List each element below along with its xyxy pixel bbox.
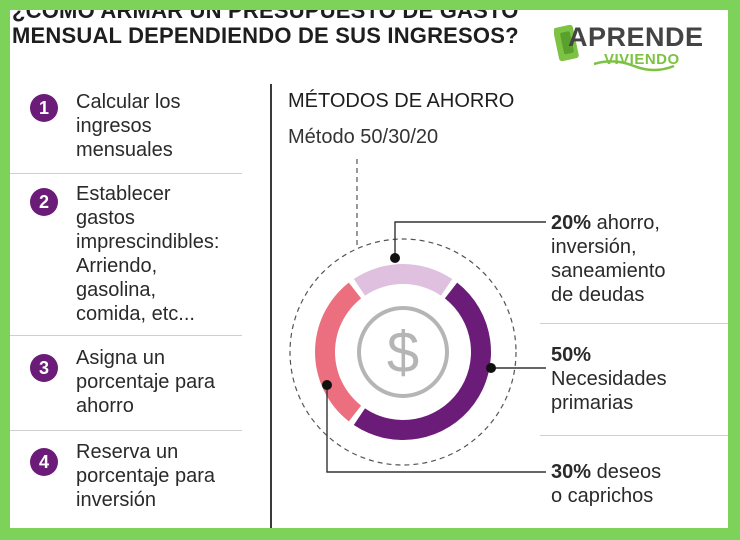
step-line: Asigna un xyxy=(76,347,165,369)
legend-label: de deudas xyxy=(551,284,645,306)
money-leaf-icon xyxy=(554,24,675,72)
connector-deseos xyxy=(326,385,546,473)
method-name: Método 50/30/20 xyxy=(288,126,439,148)
legend-label: o caprichos xyxy=(551,485,654,507)
step-divider xyxy=(10,430,242,431)
brand-logo: APRENDE VIVIENDO xyxy=(554,20,704,76)
step-number-badge: 4 xyxy=(30,448,58,476)
dollar-symbol: $ xyxy=(387,320,419,385)
donut-slice xyxy=(353,264,453,296)
step-line: ahorro xyxy=(76,395,134,417)
step-text: Calcular los ingresos mensuales xyxy=(76,90,180,162)
legend-item-ahorro: 20% ahorro, inversión, saneamiento de de… xyxy=(551,211,666,307)
legend-pct: 30% xyxy=(551,461,592,483)
legend-label: Necesidades xyxy=(551,368,667,390)
dollar-icon xyxy=(357,306,449,398)
infographic-frame: ¿CÓMO ARMAR UN PRESUPUESTO DE GASTO MENS… xyxy=(10,10,728,528)
legend-label: primarias xyxy=(551,392,634,414)
step-line: Arriendo, xyxy=(76,255,158,277)
step-text: Establecer gastos imprescindibles: Arrie… xyxy=(76,182,219,326)
step-line: Reserva un xyxy=(76,441,179,463)
step-line: gastos xyxy=(76,207,135,229)
dashed-guide-ring xyxy=(289,238,517,466)
step-text: Reserva un porcentaje para inversión xyxy=(76,440,215,512)
legend-divider xyxy=(540,435,728,436)
step-divider xyxy=(10,173,242,174)
logo-text-viviendo: VIVIENDO xyxy=(604,51,680,68)
legend-item-deseos: 30% deseos o caprichos xyxy=(551,460,661,508)
page-title-line-1: ¿CÓMO ARMAR UN PRESUPUESTO DE GASTO xyxy=(12,10,519,23)
step-number-badge: 3 xyxy=(30,354,58,382)
legend-divider xyxy=(540,323,728,324)
legend-pct: 50% xyxy=(551,344,592,366)
step-line: porcentaje para xyxy=(76,465,215,487)
column-separator xyxy=(270,84,272,528)
connector-dot xyxy=(390,253,400,263)
donut-slice xyxy=(315,282,362,422)
step-line: mensuales xyxy=(76,139,173,161)
connector-ahorro xyxy=(394,221,546,258)
legend-label: ahorro, xyxy=(591,212,660,234)
connector-dot xyxy=(322,380,332,390)
step-line: porcentaje para xyxy=(76,371,215,393)
step-number-badge: 1 xyxy=(30,94,58,122)
step-line: imprescindibles: xyxy=(76,231,220,253)
methods-title: MÉTODOS DE AHORRO xyxy=(288,90,515,112)
legend-label: deseos xyxy=(591,461,662,483)
step-line: comida, etc... xyxy=(76,303,195,325)
page-title-line-2: MENSUAL DEPENDIENDO DE SUS INGRESOS? xyxy=(12,23,519,48)
legend-pct: 20% xyxy=(551,212,592,234)
logo-text-aprende: APRENDE xyxy=(568,22,704,52)
donut-slice xyxy=(353,282,492,441)
donut-chart: $ xyxy=(289,155,546,473)
step-text: Asigna un porcentaje para ahorro xyxy=(76,346,215,418)
step-line: Calcular los xyxy=(76,91,181,113)
step-divider xyxy=(10,335,242,336)
step-line: Establecer xyxy=(76,183,171,205)
step-line: inversión xyxy=(76,489,157,511)
connector-dot xyxy=(486,363,496,373)
legend-label: saneamiento xyxy=(551,260,666,282)
legend-label: inversión, xyxy=(551,236,637,258)
step-number-badge: 2 xyxy=(30,188,58,216)
step-line: gasolina, xyxy=(76,279,157,301)
legend-item-necesidades: 50% Necesidades primarias xyxy=(551,343,667,415)
step-line: ingresos xyxy=(76,115,152,137)
